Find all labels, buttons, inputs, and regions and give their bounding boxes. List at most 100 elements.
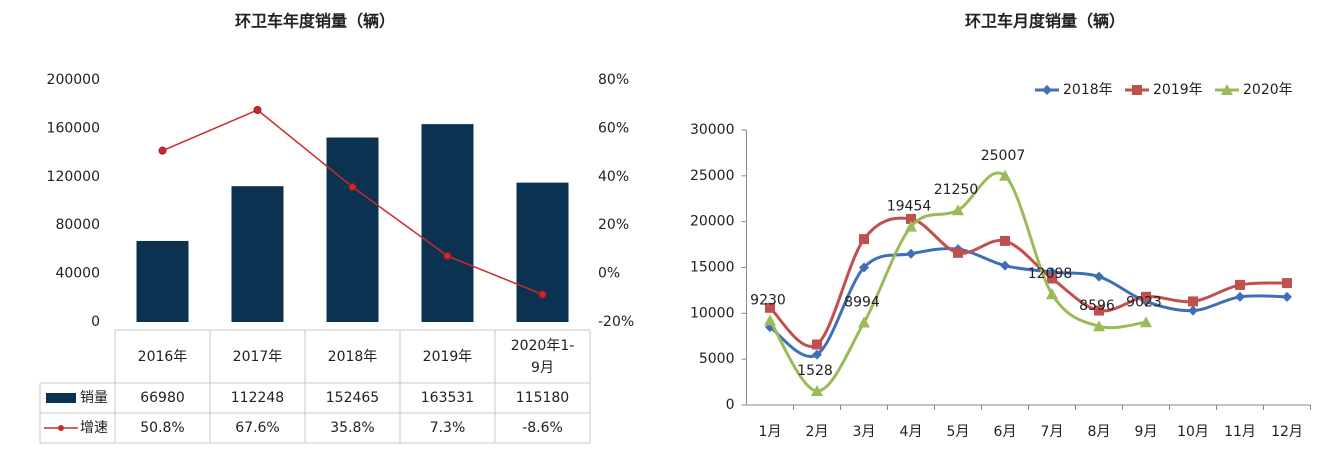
y2-tick-label: 20%	[598, 217, 629, 233]
y2-tick-label: 60%	[598, 120, 629, 136]
y2-tick-label: 80%	[598, 72, 629, 88]
category-label: 2017年	[232, 348, 283, 365]
x-tick-label: 3月	[853, 424, 876, 440]
growth-marker	[158, 146, 167, 155]
marker	[1235, 279, 1245, 290]
marker	[1141, 291, 1151, 302]
y-tick-label: 30000	[690, 122, 735, 138]
data-label: 25007	[981, 148, 1026, 164]
legend-label: 2020年	[1243, 82, 1293, 98]
table-value: 163531	[420, 390, 475, 406]
marker	[765, 302, 775, 313]
series-line	[768, 216, 1288, 348]
x-tick-label: 12月	[1271, 424, 1303, 440]
y-tick-label: 25000	[690, 168, 735, 184]
table-value: 7.3%	[429, 420, 466, 436]
table-value: 50.8%	[140, 420, 185, 436]
marker	[1188, 305, 1198, 316]
marker	[906, 213, 916, 224]
marker	[859, 262, 869, 273]
marker	[1221, 84, 1233, 95]
y-tick-label: 5000	[699, 351, 735, 367]
bar	[136, 240, 189, 322]
legend-label: 销量	[80, 390, 108, 406]
chart-title: 环卫车年度销量（辆）	[235, 12, 395, 31]
x-tick-label: 2月	[806, 424, 829, 440]
marker	[1047, 273, 1057, 284]
x-tick-label: 7月	[1041, 424, 1064, 440]
category-label: 2016年	[137, 348, 188, 365]
marker	[1132, 85, 1142, 95]
data-label: 9023	[1126, 294, 1162, 310]
x-tick-label: 5月	[947, 424, 970, 440]
x-tick-label: 4月	[900, 424, 923, 440]
category-label: 2019年	[422, 348, 473, 365]
marker	[1094, 271, 1104, 282]
y2-tick-label: -20%	[598, 314, 634, 330]
bar	[421, 124, 474, 322]
x-tick-label: 10月	[1177, 424, 1209, 440]
data-label: 8994	[844, 295, 880, 311]
legend-label: 增速	[80, 420, 108, 436]
marker	[906, 248, 916, 259]
data-label: 19454	[887, 199, 932, 215]
y-tick-label: 120000	[47, 169, 100, 185]
marker	[858, 316, 870, 328]
chart-title: 环卫车月度销量（辆）	[965, 12, 1125, 31]
table-value: 112248	[230, 390, 285, 406]
bar	[326, 137, 379, 322]
marker	[1042, 85, 1052, 95]
growth-marker	[443, 251, 452, 260]
category-label: 2020年1-9月	[510, 337, 575, 376]
table-value: 66980	[140, 390, 185, 406]
legend-label: 2019年	[1153, 82, 1203, 98]
table-value: 67.6%	[235, 420, 280, 436]
marker	[905, 220, 917, 232]
marker	[812, 349, 822, 360]
marker	[1235, 291, 1245, 302]
category-label: 2018年	[327, 348, 378, 365]
marker	[1000, 235, 1010, 246]
marker	[1094, 305, 1104, 316]
table-value: 35.8%	[330, 420, 375, 436]
marker	[999, 169, 1011, 181]
growth-marker	[538, 290, 547, 299]
marker	[1282, 278, 1292, 289]
table-value: 152465	[325, 390, 380, 406]
growth-marker	[253, 106, 262, 115]
y-tick-label: 80000	[55, 217, 100, 233]
y-tick-label: 160000	[47, 120, 100, 136]
x-tick-label: 6月	[994, 424, 1017, 440]
data-label: 8596	[1079, 298, 1115, 314]
data-label: 12098	[1028, 266, 1073, 282]
x-tick-label: 8月	[1088, 424, 1111, 440]
marker	[764, 314, 776, 326]
marker	[812, 339, 822, 350]
data-label: 1528	[797, 363, 833, 379]
marker	[1188, 296, 1198, 307]
marker	[1282, 291, 1292, 302]
marker	[1000, 260, 1010, 271]
y-tick-label: 200000	[47, 72, 100, 88]
x-tick-label: 1月	[759, 424, 782, 440]
growth-marker	[348, 182, 357, 191]
bar	[231, 186, 284, 322]
marker	[952, 204, 964, 216]
y2-tick-label: 40%	[598, 169, 629, 185]
marker	[1046, 288, 1058, 300]
marker	[953, 247, 963, 258]
y2-tick-label: 0%	[598, 266, 620, 282]
legend-label: 2018年	[1063, 82, 1113, 98]
table-value: -8.6%	[522, 420, 563, 436]
y-tick-label: 10000	[690, 305, 735, 321]
y-tick-label: 0	[91, 314, 100, 330]
y-tick-label: 0	[726, 397, 735, 413]
table-value: 115180	[515, 390, 570, 406]
marker	[859, 234, 869, 245]
y-tick-label: 15000	[690, 260, 735, 276]
legend-key	[46, 393, 76, 403]
data-label: 9230	[750, 292, 786, 308]
marker	[1093, 320, 1105, 332]
